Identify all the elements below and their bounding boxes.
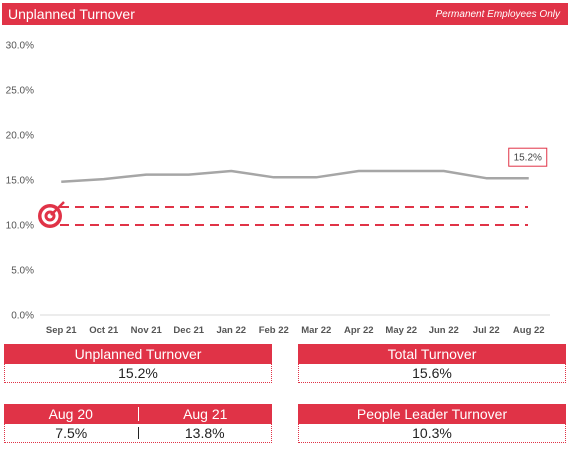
target-icon — [38, 201, 65, 228]
y-tick-label: 5.0% — [11, 266, 34, 277]
year-comparison-value-right: 13.8% — [184, 425, 225, 441]
x-tick-label: Jul 22 — [473, 325, 500, 336]
y-tick-label: 30.0% — [6, 41, 34, 52]
x-tick-label: May 22 — [385, 325, 417, 336]
chart-title: Unplanned Turnover — [8, 6, 135, 22]
people-leader-turnover-label: People Leader Turnover — [298, 404, 566, 424]
year-comparison-value-divider — [137, 426, 139, 440]
x-tick-label: Nov 21 — [131, 325, 163, 336]
year-comparison-value-left: 7.5% — [55, 425, 88, 441]
people-leader-turnover-value: 10.3% — [298, 424, 566, 443]
x-tick-label: Dec 21 — [173, 325, 204, 336]
chart-subtitle: Permanent Employees Only — [435, 8, 560, 20]
year-comparison-label-right: Aug 21 — [183, 406, 228, 422]
y-tick-label: 0.0% — [11, 311, 34, 322]
total-turnover-value: 15.6% — [298, 364, 566, 383]
year-comparison-card: Aug 20 Aug 21 7.5% 13.8% — [4, 404, 272, 443]
year-comparison-label-left: Aug 20 — [48, 406, 93, 422]
year-comparison-labels: Aug 20 Aug 21 — [4, 404, 272, 424]
y-tick-label: 10.0% — [6, 221, 34, 232]
x-tick-label: Apr 22 — [344, 325, 374, 336]
turnover-line-chart: 0.0% 5.0% 10.0% 15.0% 20.0% 25.0% 30.0% Sep 21 O… — [6, 41, 550, 336]
x-tick-label: Aug 22 — [513, 325, 545, 336]
total-turnover-card: Total Turnover 15.6% — [298, 344, 566, 383]
x-tick-label: Jun 22 — [429, 325, 459, 336]
series-line — [61, 169, 529, 184]
x-tick-label: Feb 22 — [259, 325, 289, 336]
x-tick-label: Jan 22 — [216, 325, 246, 336]
year-comparison-divider — [137, 407, 139, 421]
unplanned-turnover-value: 15.2% — [4, 364, 272, 383]
x-tick-label: Sep 21 — [46, 325, 77, 336]
chart-header: Unplanned Turnover Permanent Employees O… — [2, 3, 568, 25]
people-leader-turnover-card: People Leader Turnover 10.3% — [298, 404, 566, 443]
callout-label: 15.2% — [514, 153, 542, 164]
y-tick-label: 15.0% — [6, 176, 34, 187]
x-tick-label: Oct 21 — [89, 325, 119, 336]
y-tick-label: 20.0% — [6, 131, 34, 142]
unplanned-turnover-label: Unplanned Turnover — [4, 344, 272, 364]
year-comparison-values: 7.5% 13.8% — [4, 424, 272, 443]
unplanned-turnover-card: Unplanned Turnover 15.2% — [4, 344, 272, 383]
total-turnover-label: Total Turnover — [298, 344, 566, 364]
y-tick-label: 25.0% — [6, 86, 34, 97]
callout-box — [508, 147, 548, 167]
x-tick-label: Mar 22 — [301, 325, 331, 336]
